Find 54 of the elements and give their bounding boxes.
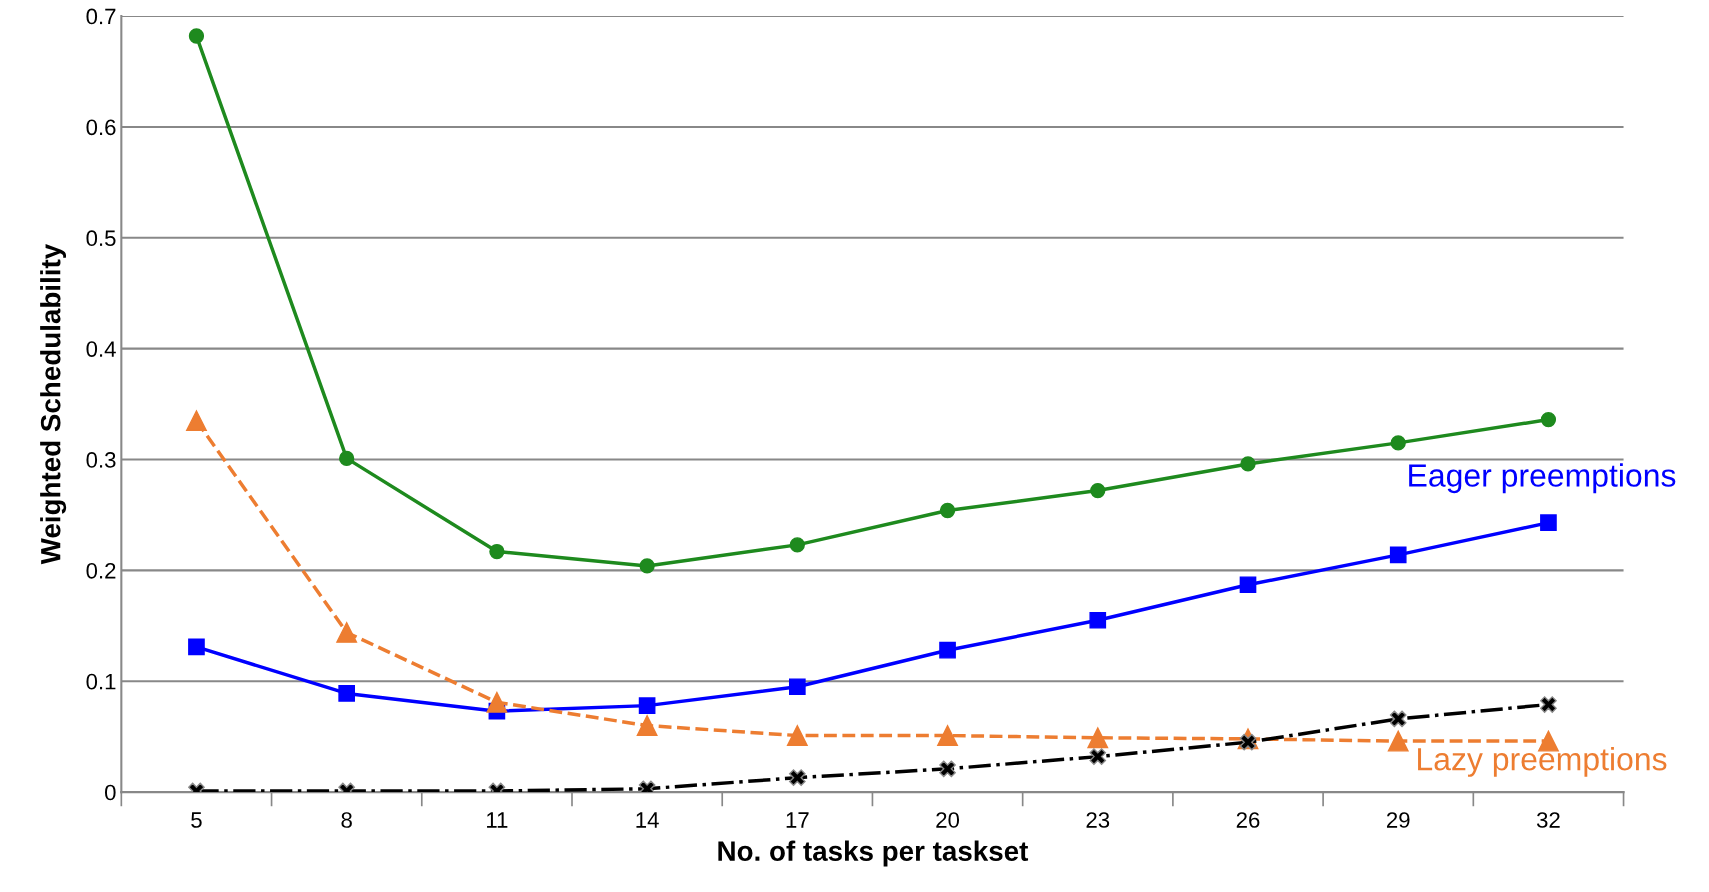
point — [939, 502, 956, 519]
y-tick-label: 0.7 — [86, 8, 116, 25]
x-tick-label: 26 — [1236, 812, 1260, 828]
point — [789, 537, 805, 553]
x-tick-label: 23 — [1086, 812, 1110, 828]
point — [338, 685, 356, 702]
y-tick-label: 0.4 — [86, 341, 116, 357]
point — [1540, 411, 1557, 428]
point — [1389, 710, 1407, 728]
point — [1240, 456, 1256, 472]
point — [937, 725, 958, 746]
point — [186, 410, 207, 432]
y-tick-label: 0 — [104, 784, 116, 801]
point — [486, 691, 508, 713]
point — [639, 558, 655, 574]
point — [638, 697, 656, 714]
point — [1090, 482, 1106, 499]
y-axis-title: Weighted Schedulability — [40, 243, 67, 565]
x-tick-label: 11 — [487, 812, 508, 828]
point — [1389, 546, 1407, 564]
point — [1390, 435, 1406, 451]
point — [1087, 727, 1109, 749]
y-tick-label: 0.5 — [86, 230, 116, 247]
point — [1540, 696, 1557, 713]
point — [1239, 576, 1257, 594]
point — [939, 641, 956, 659]
point — [786, 725, 808, 746]
x-axis-title: No. of tasks per taskset — [718, 840, 1029, 867]
x-tick-label: 20 — [936, 812, 960, 828]
y-tick-label: 0.1 — [86, 673, 116, 690]
x-tick-label: 5 — [191, 812, 202, 828]
x-tick-label: 8 — [341, 812, 352, 828]
point — [336, 622, 358, 643]
x-tick-label: 17 — [786, 812, 809, 828]
x-tick-label: 14 — [636, 812, 659, 828]
point — [939, 760, 956, 778]
point — [1089, 748, 1107, 765]
point — [788, 678, 806, 696]
point — [1540, 514, 1557, 532]
point — [1387, 730, 1409, 752]
series-label: Eager preemptions — [1409, 463, 1676, 494]
y-tick-label: 0.3 — [86, 452, 116, 468]
series-label: Lazy preemptions — [1418, 747, 1667, 777]
x-tick-label: 32 — [1536, 812, 1560, 828]
point — [339, 450, 355, 467]
x-tick-label: 29 — [1386, 812, 1410, 828]
y-tick-label: 0.2 — [86, 562, 116, 579]
point — [636, 715, 658, 736]
point — [1089, 611, 1107, 629]
y-tick-label: 0.6 — [86, 119, 116, 136]
point — [188, 638, 205, 656]
point — [188, 28, 205, 44]
point — [788, 769, 806, 787]
point — [489, 543, 505, 560]
